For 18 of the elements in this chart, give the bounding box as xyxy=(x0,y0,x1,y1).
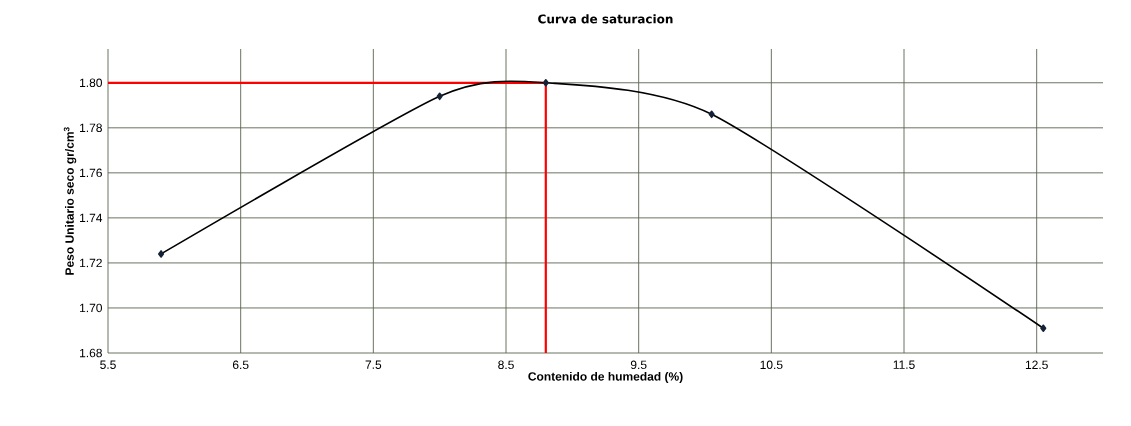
x-tick-label: 5.5 xyxy=(100,360,116,369)
x-tick-label: 12.5 xyxy=(1025,360,1048,370)
x-tick-label: 10.5 xyxy=(760,360,783,370)
y-tick-label: 1.80 xyxy=(80,78,103,88)
x-axis-title: Contenido de humedad (%) xyxy=(528,371,683,384)
y-tick-label: 1.78 xyxy=(80,123,102,133)
x-tick-label: 9.5 xyxy=(630,360,647,370)
x-tick-label: 7.5 xyxy=(365,360,382,369)
y-tick-label: 1.70 xyxy=(80,303,103,313)
y-axis-title: Peso Unitario seco gr/cm$^{3}$ xyxy=(63,127,77,275)
y-tick-label: 1.76 xyxy=(80,168,102,178)
x-tick-label: 8.5 xyxy=(498,360,514,370)
x-tick-label: 11.5 xyxy=(893,360,915,369)
y-tick-label: 1.72 xyxy=(80,258,102,268)
x-tick-label: 6.5 xyxy=(232,360,249,370)
chart-title: Curva de saturacion xyxy=(538,14,673,24)
y-tick-label: 1.68 xyxy=(80,348,102,358)
y-tick-label: 1.74 xyxy=(80,213,103,223)
